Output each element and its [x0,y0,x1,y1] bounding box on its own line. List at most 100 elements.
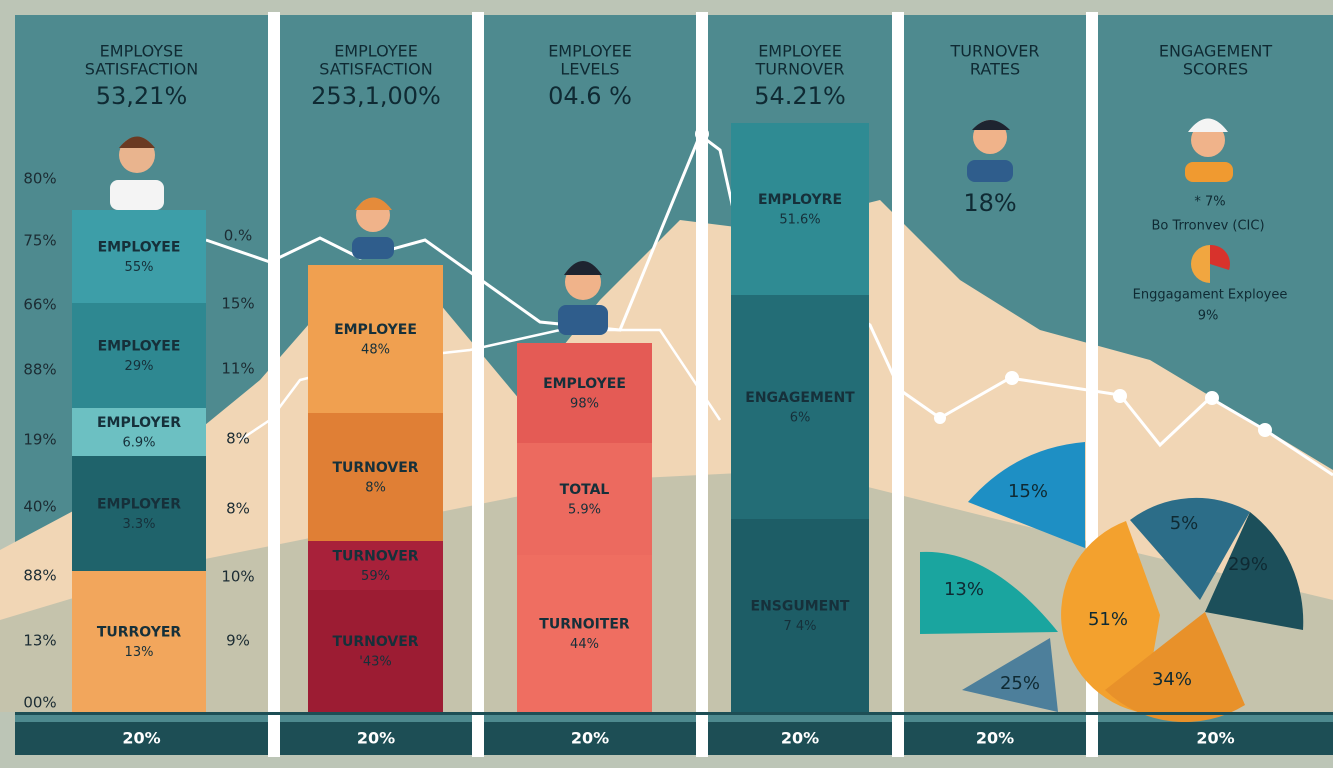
bar-segment [731,123,869,295]
bar-segment [308,541,443,590]
line-dot [1258,423,1272,437]
axis-label: 00% [23,694,56,712]
panel-title: SCORES [1183,60,1248,79]
segment-label: TURNOVER [332,460,418,476]
axis-label: 13% [23,632,56,650]
segment-value: 44% [570,637,599,652]
segment-label: TOTAL [560,482,610,498]
axis-label: 40% [23,498,56,516]
bar-segment [72,303,206,408]
footer-bar [904,722,1086,755]
axis-label: 8% [226,430,250,448]
axis-label: 80% [23,170,56,188]
baseline [15,712,1333,715]
segment-value: 6.9% [122,436,155,451]
footer-label: 20% [357,729,395,748]
footer-label: 20% [1196,729,1234,748]
pie-label: 13% [944,579,984,600]
axis-label: 15% [221,295,254,313]
axis-label: 9% [226,632,250,650]
pie-label: 29% [1228,554,1268,575]
panel-title: EMPLOYEE [548,42,632,61]
line-dot [1113,389,1127,403]
axis-label: 66% [23,296,56,314]
headline: 04.6 % [548,82,632,110]
axis-label: 88% [23,567,56,585]
headline: 253,1,00% [311,82,441,110]
segment-value: 98% [570,397,599,412]
segment-value: 7 4% [783,619,816,634]
bar-segment [731,295,869,519]
bar-segment [72,571,206,712]
footer-bar [708,722,892,755]
segment-label: ENSGUMENT [751,599,850,615]
footer-bar [15,722,268,755]
bar-segment [517,443,652,555]
person-icons [110,118,1233,335]
segment-label: TURNOVER [332,549,418,565]
segment-label: EMPLOYEE [98,339,181,355]
pie-label: 34% [1152,669,1192,690]
headline: 54.21% [754,82,846,110]
panel-title: ENGAGEMENT [1159,42,1273,61]
pie-label: 51% [1088,609,1128,630]
note: Bo Trronvev (CIC) [1151,219,1264,234]
axis-label: 10% [221,568,254,586]
pie-label: 25% [1000,673,1040,694]
axis-label: 0.% [224,227,253,245]
segment-label: EMPLOYRE [758,192,842,208]
segment-label: EMPLOYEE [543,376,626,392]
footer-label: 20% [781,729,819,748]
bar-segment [517,555,652,712]
headline: 18% [963,189,1016,217]
axis-label: 75% [23,232,56,250]
line-dot [1005,371,1019,385]
axis-label: 88% [23,361,56,379]
segment-value: 13% [125,645,154,660]
bar-segment [72,408,206,456]
bar-segment [72,210,206,303]
bar-segment [517,343,652,443]
footer-bar [280,722,472,755]
segment-value: 3.3% [122,517,155,532]
segment-value: 48% [361,343,390,358]
footer-bar [1098,722,1333,755]
pie-label: 5% [1170,513,1199,534]
panel-title: SATISFACTION [319,60,432,79]
pie-label: 15% [1008,481,1048,502]
note: * 7% [1194,195,1225,210]
segment-value: 5.9% [568,503,601,518]
panel-title: TURNOVER [949,42,1039,61]
segment-label: ENGAGEMENT [745,390,855,406]
panel-title: EMPLOYEE [758,42,842,61]
segment-value: 51.6% [779,213,820,228]
axis-label: 8% [226,500,250,518]
note: Enggagament Exployee [1133,288,1288,303]
note: 9% [1198,309,1219,324]
segment-label: EMPLOYEE [98,240,181,256]
bar-segment [308,590,443,712]
footer-label: 20% [571,729,609,748]
bar-segment [72,456,206,571]
segment-value: 8% [365,481,386,496]
panel-title: TURNOVER [754,60,844,79]
panel-title: EMPLOYEE [334,42,418,61]
panel-title: SATISFACTION [85,60,198,79]
headline: 53,21% [96,82,188,110]
line-dot [934,412,946,424]
panel-title: LEVELS [560,60,619,79]
footer-label: 20% [122,729,160,748]
footer-bar [484,722,696,755]
segment-label: EMPLOYEE [334,322,417,338]
bar-segment [731,519,869,712]
bar-segment [308,265,443,413]
segment-label: EMPLOYER [97,497,181,513]
segment-label: TURNOVER [332,634,418,650]
axis-label: 19% [23,431,56,449]
footer-label: 20% [976,729,1014,748]
line-dot [1205,391,1219,405]
segment-label: TURNOITER [539,617,630,633]
segment-value: 55% [125,260,154,275]
segment-label: TURROYER [97,625,182,641]
segment-label: EMPLOYER [97,415,181,431]
